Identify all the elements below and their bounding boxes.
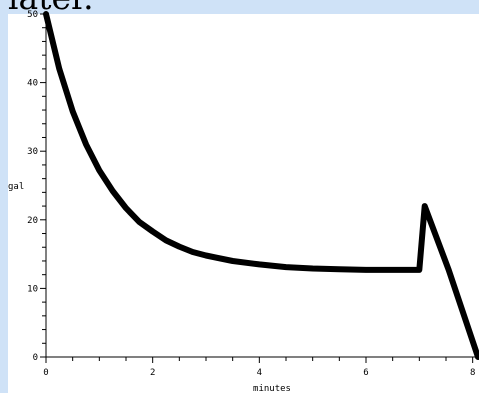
x-tick-label: 6 bbox=[363, 368, 368, 378]
x-tick-label: 8 bbox=[470, 368, 475, 378]
chart-ticks bbox=[40, 13, 474, 363]
x-tick-label: 4 bbox=[257, 368, 262, 378]
x-tick-label: 0 bbox=[43, 368, 48, 378]
series-line bbox=[43, 11, 479, 360]
top-strip: later. bbox=[0, 0, 479, 14]
y-tick-label: 30 bbox=[27, 147, 38, 157]
x-axis-label: minutes bbox=[253, 384, 291, 393]
chart-series bbox=[43, 11, 479, 360]
chart-axes bbox=[45, 14, 478, 358]
chart-tick-labels: 0 2 4 6 8 0 10 20 30 40 50 bbox=[27, 10, 475, 378]
x-tick-label: 2 bbox=[150, 368, 155, 378]
y-axis-label: gal bbox=[8, 182, 24, 192]
y-tick-label: 40 bbox=[27, 79, 38, 89]
left-margin-strip bbox=[0, 0, 8, 393]
y-tick-label: 0 bbox=[33, 353, 38, 363]
top-partial-text: later. bbox=[8, 0, 94, 14]
y-tick-label: 50 bbox=[27, 10, 38, 20]
y-tick-label: 10 bbox=[27, 284, 38, 294]
y-tick-label: 20 bbox=[27, 216, 38, 226]
